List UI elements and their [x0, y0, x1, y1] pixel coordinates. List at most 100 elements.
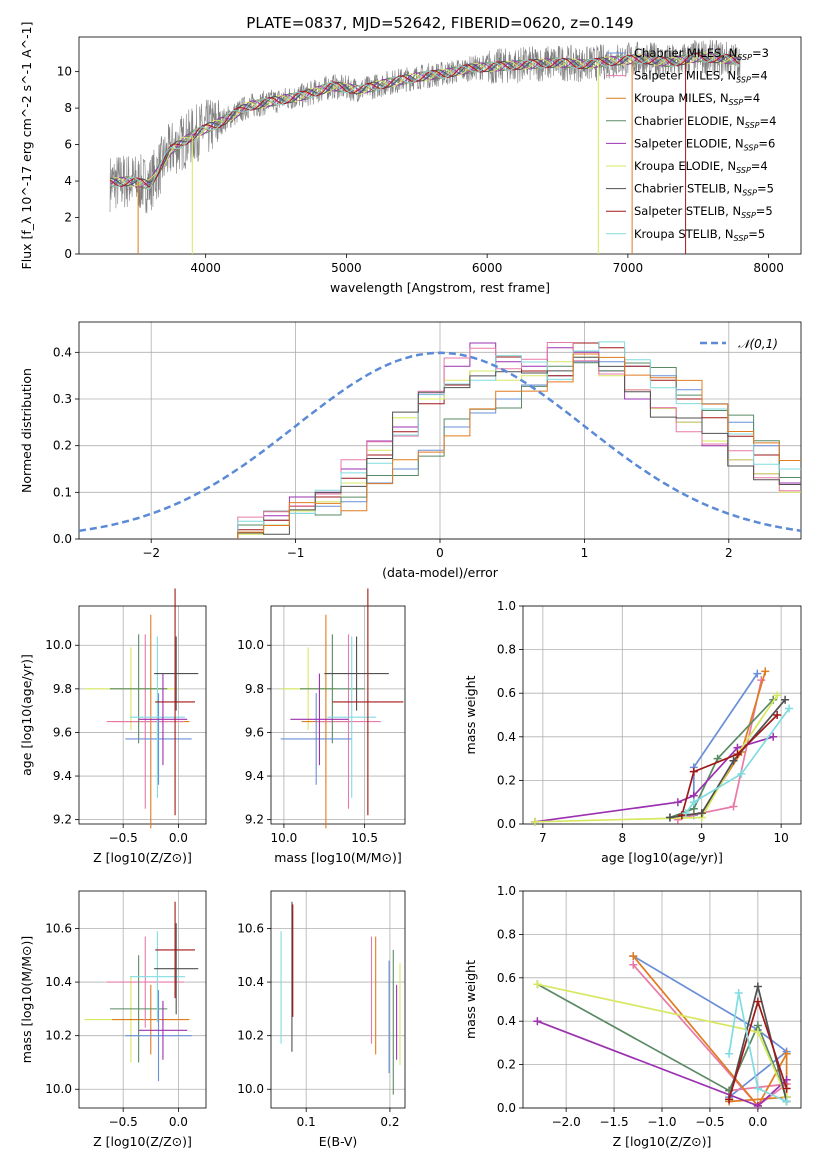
x-tick-label: 8: [618, 831, 626, 845]
histogram-salpeter-elodie: [237, 342, 801, 539]
y-tick-label: 6: [64, 138, 72, 152]
model-spectrum-kroupa-elodie: [109, 52, 741, 187]
x-tick-label: −0.5: [695, 1115, 724, 1129]
axes-frame: [270, 890, 406, 1109]
y-tick-label: 9.2: [245, 813, 264, 827]
data-point-marker: [629, 952, 638, 961]
data-point-marker: [753, 1028, 762, 1037]
grid-lines: [79, 322, 801, 540]
y-tick-label: 1.0: [497, 884, 516, 898]
y-tick-label: 0.4: [497, 730, 516, 744]
mass-vs-metallicity-panel: −0.5 0.0 10.0 10.2 10.4 10.6 Z [log10(Z/Z⊙)] ma…: [19, 890, 207, 1149]
y-tick-label: 0.8: [497, 643, 516, 657]
histogram-salpeter-stelib: [237, 342, 801, 539]
y-tick-label: 0.0: [497, 817, 516, 831]
x-tick-label: 7000: [613, 261, 644, 275]
axes-frame: [78, 36, 802, 255]
y-tick-label: 2: [64, 211, 72, 225]
y-tick-label: 10.2: [45, 1029, 72, 1043]
x-tick-label: −1: [287, 546, 305, 560]
legend-label: Kroupa ELODIE, NSSP=4: [634, 159, 768, 175]
weight-line-kroupa-stelib: [685, 707, 790, 814]
y-tick-label: 10.6: [237, 922, 264, 936]
data-point-marker: [737, 769, 746, 778]
x-tick-label: −1.0: [647, 1115, 676, 1129]
x-tick-label: 10.5: [351, 831, 378, 845]
y-tick-label: 4: [64, 174, 72, 188]
x-tick-label: 6000: [472, 261, 503, 275]
y-tick-label: 10.0: [45, 1082, 72, 1096]
weight-line-kroupa-stelib: [728, 992, 787, 1103]
y-tick-label: 0.4: [53, 345, 72, 359]
age-vs-mass-panel: 10.0 10.5 9.2 9.4 9.6 9.8 10.0 mass [log10(M/M⊙…: [237, 588, 406, 865]
x-axis-label: Z [log10(Z/Z⊙)]: [93, 1134, 192, 1149]
data-point-marker: [785, 704, 794, 713]
grid-lines: [523, 890, 801, 1109]
data-point-marker: [753, 982, 762, 991]
x-tick-label: 0.0: [169, 1115, 188, 1129]
data-point-marker: [697, 809, 706, 818]
weight-line-salpeter-stelib: [681, 714, 778, 816]
data-point-marker: [753, 997, 762, 1006]
x-axis-label: E(B-V): [319, 1134, 358, 1149]
y-tick-label: 0.0: [497, 1101, 516, 1115]
x-tick-label: 0.0: [748, 1115, 767, 1129]
y-tick-label: 10.6: [45, 922, 72, 936]
data-point-marker: [681, 809, 690, 818]
mass-weight-vs-age-panel: 7 8 9 10 0.0 0.2 0.4 0.6 0.8 1.0 age [log10(age/yr…: [463, 599, 802, 865]
data-point-marker: [761, 667, 770, 676]
data-point-marker: [725, 1049, 734, 1058]
y-tick-label: 0.3: [53, 392, 72, 406]
y-tick-label: 0.6: [497, 971, 516, 985]
legend-label: Salpeter ELODIE, NSSP=6: [634, 136, 775, 152]
y-axis-label: Normed distribution: [19, 368, 34, 493]
y-tick-label: 0: [64, 247, 72, 261]
legend-label: Salpeter STELIB, NSSP=5: [634, 204, 773, 220]
data-point-marker: [533, 1017, 542, 1026]
normal-distribution-curve: [78, 351, 802, 533]
legend-label: Chabrier MILES, NSSP=3: [634, 46, 769, 62]
weight-line-chabrier-elodie: [536, 983, 788, 1098]
x-tick-label: 9: [698, 831, 706, 845]
y-tick-label: 10.4: [45, 975, 72, 989]
x-tick-label: 2: [725, 546, 733, 560]
data-point-marker: [665, 813, 674, 822]
x-axis-label: mass [log10(M/M⊙)]: [274, 850, 402, 865]
data-point-marker: [782, 1049, 791, 1058]
grid-lines: [79, 606, 206, 824]
y-tick-label: 9.2: [53, 813, 72, 827]
y-axis-label: mass weight: [463, 960, 478, 1039]
x-tick-label: 10.0: [271, 831, 298, 845]
x-tick-label: 0.2: [380, 1115, 399, 1129]
y-tick-label: 10.0: [237, 1082, 264, 1096]
data-point-marker: [753, 669, 762, 678]
y-tick-label: 10.0: [45, 638, 72, 652]
data-point-marker: [769, 732, 778, 741]
y-tick-label: 9.6: [245, 725, 264, 739]
x-axis-label: wavelength [Angstrom, rest frame]: [330, 280, 550, 295]
mass-weight-vs-metallicity-panel: −2.0 −1.5 −1.0 −0.5 0.0 0.0 0.2 0.4 0.6 0.8 1.0 Z […: [463, 884, 802, 1149]
model-spectrum-chabrier-elodie: [109, 53, 741, 189]
data-point-marker: [725, 1095, 734, 1104]
y-tick-label: 0.4: [497, 1014, 516, 1028]
x-tick-label: 4000: [190, 261, 221, 275]
histogram-chabrier-miles: [237, 361, 801, 539]
y-tick-label: 10.2: [237, 1029, 264, 1043]
data-point-marker: [781, 695, 790, 704]
x-tick-label: 0.1: [297, 1115, 316, 1129]
data-point-marker: [673, 798, 682, 807]
y-axis-label: mass weight: [463, 675, 478, 754]
model-spectrum-kroupa-stelib: [109, 53, 740, 190]
y-tick-label: 9.8: [245, 682, 264, 696]
y-tick-label: 10: [57, 65, 72, 79]
histogram-salpeter-miles: [237, 342, 801, 539]
grid-lines: [271, 606, 405, 824]
y-tick-label: 0.0: [53, 532, 72, 546]
legend-label: Salpeter MILES, NSSP=4: [634, 69, 768, 85]
data-point-marker: [782, 1084, 791, 1093]
legend-label: Kroupa MILES, NSSP=4: [634, 91, 760, 107]
data-point-marker: [753, 1101, 762, 1110]
model-spectrum-chabrier-stelib: [110, 52, 741, 187]
y-tick-label: 9.8: [53, 682, 72, 696]
axes-frame: [522, 890, 802, 1109]
